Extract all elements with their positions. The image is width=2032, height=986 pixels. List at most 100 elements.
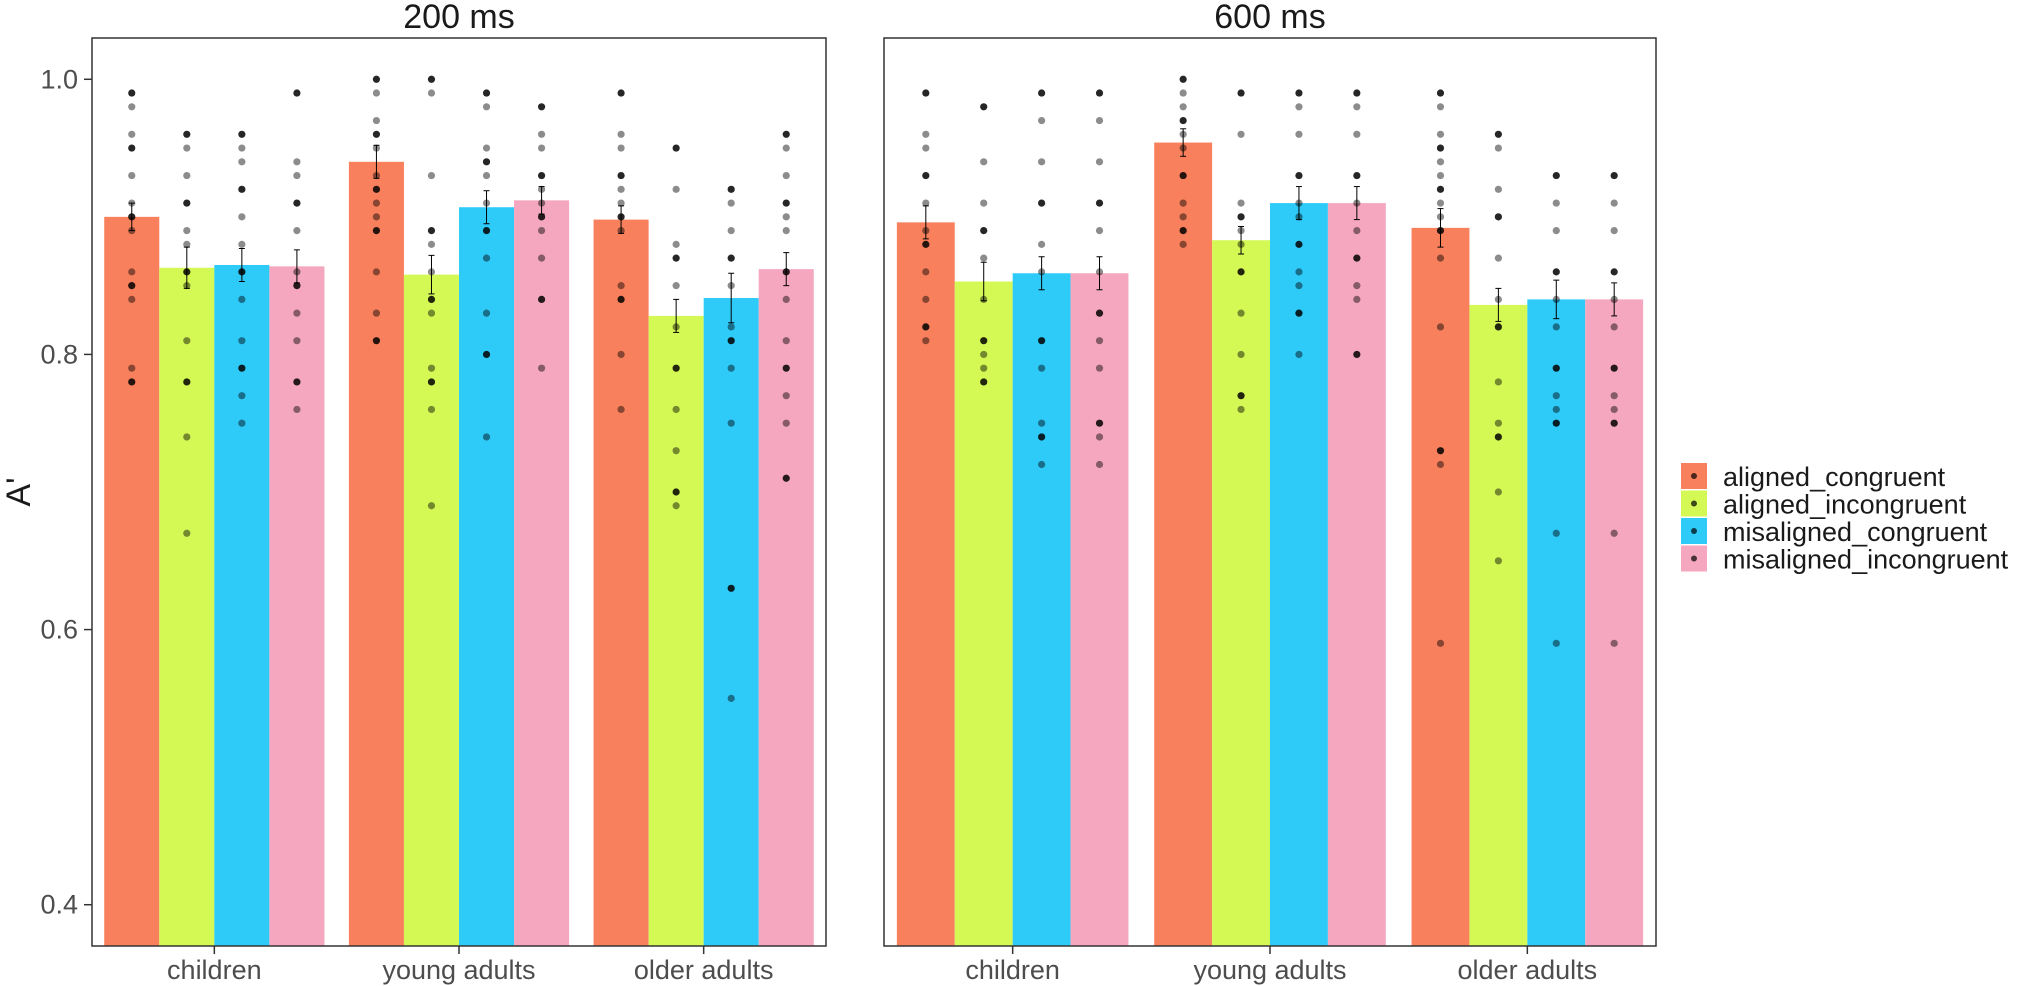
bar-misaligned_congruent — [1527, 299, 1586, 947]
data-point — [672, 144, 680, 152]
data-point — [1295, 282, 1303, 290]
data-point — [482, 89, 491, 97]
data-point — [1552, 419, 1560, 427]
data-point — [1494, 130, 1502, 138]
data-point — [537, 171, 546, 180]
data-point — [922, 144, 930, 152]
data-point — [1179, 171, 1187, 180]
y-tick-label: 0.4 — [40, 890, 78, 920]
data-point — [1038, 116, 1046, 125]
legend-item-misaligned_congruent: misaligned_congruent — [1681, 517, 1988, 547]
data-point — [922, 240, 930, 248]
legend-label: misaligned_incongruent — [1723, 545, 2009, 575]
data-point — [238, 185, 246, 193]
y-tick-label: 0.6 — [40, 615, 78, 645]
data-point — [128, 89, 136, 97]
data-point — [1095, 227, 1104, 235]
data-point — [672, 185, 680, 193]
data-point — [1436, 130, 1445, 138]
data-point — [1552, 364, 1560, 372]
data-point — [293, 199, 301, 207]
y-tick-label: 0.8 — [40, 339, 78, 369]
data-point — [537, 254, 546, 262]
data-point — [727, 323, 735, 331]
data-point — [1095, 199, 1104, 207]
data-point — [482, 103, 491, 111]
data-point — [183, 130, 191, 138]
bar-misaligned_incongruent — [514, 200, 570, 946]
data-point — [293, 158, 301, 166]
bar-aligned_congruent — [896, 222, 955, 947]
bar-aligned_incongruent — [1212, 240, 1270, 947]
data-point — [293, 227, 301, 235]
y-tick-label: 1.0 — [40, 64, 78, 94]
data-point — [727, 419, 735, 427]
data-point — [183, 337, 191, 345]
data-point — [293, 171, 301, 180]
data-point — [128, 364, 136, 372]
data-point — [922, 337, 930, 345]
x-tick-label: older adults — [1458, 955, 1598, 985]
data-point — [1237, 268, 1245, 276]
data-point — [1095, 337, 1104, 345]
data-point — [727, 694, 735, 702]
data-point — [1436, 158, 1445, 166]
data-point — [727, 584, 735, 592]
bar-misaligned_congruent — [703, 298, 759, 946]
bar-aligned_incongruent — [403, 274, 459, 946]
data-point — [238, 295, 246, 303]
data-point — [672, 488, 680, 496]
bar-misaligned_congruent — [1270, 203, 1328, 946]
data-point — [1552, 323, 1560, 331]
bar-aligned_incongruent — [1469, 304, 1528, 946]
legend-item-misaligned_incongruent: misaligned_incongruent — [1681, 545, 2009, 575]
data-point — [372, 213, 381, 221]
data-point — [782, 419, 790, 427]
data-point — [1095, 309, 1104, 317]
data-point — [1552, 639, 1560, 647]
data-point — [1353, 282, 1361, 290]
bar-misaligned_incongruent — [758, 269, 814, 946]
panel-title: 600 ms — [1214, 0, 1326, 36]
data-point — [1610, 405, 1618, 414]
bar-misaligned_congruent — [1012, 273, 1071, 947]
data-point — [1095, 364, 1104, 372]
data-point — [1552, 268, 1560, 276]
data-point — [617, 295, 625, 303]
data-point — [1295, 171, 1303, 180]
data-point — [617, 350, 625, 359]
data-point — [1237, 130, 1245, 138]
legend-point-key — [1691, 555, 1697, 562]
bar-misaligned_incongruent — [1327, 203, 1386, 946]
data-point — [537, 144, 546, 152]
data-point — [183, 171, 191, 180]
data-point — [980, 378, 988, 386]
legend-label: aligned_congruent — [1723, 462, 1946, 492]
data-point — [482, 254, 491, 262]
data-point — [1095, 116, 1104, 125]
data-point — [1038, 240, 1046, 248]
data-point — [1610, 419, 1618, 427]
data-point — [238, 130, 246, 138]
data-point — [1295, 240, 1303, 248]
bar-misaligned_congruent — [214, 265, 270, 946]
data-point — [727, 199, 735, 207]
data-point — [537, 103, 546, 111]
data-point — [1038, 158, 1046, 166]
data-point — [238, 419, 246, 427]
data-point — [183, 227, 191, 235]
x-tick-label: children — [965, 955, 1060, 985]
data-point — [128, 378, 136, 386]
data-point — [727, 185, 735, 193]
data-point — [617, 405, 625, 414]
data-point — [183, 199, 191, 207]
data-point — [427, 378, 436, 386]
data-point — [1353, 89, 1361, 97]
legend-item-aligned_congruent: aligned_congruent — [1681, 462, 1946, 492]
data-point — [1038, 364, 1046, 372]
data-point — [782, 199, 790, 207]
data-point — [1494, 488, 1502, 496]
data-point — [482, 350, 491, 359]
